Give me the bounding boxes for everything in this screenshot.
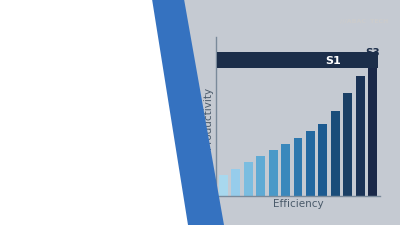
X-axis label: Efficiency: Efficiency — [273, 198, 323, 209]
FancyBboxPatch shape — [217, 53, 378, 69]
Text: No compromises
in terms of
Productivity
and Efficiency: No compromises in terms of Productivity … — [16, 72, 120, 142]
Text: S1: S1 — [326, 56, 341, 66]
Bar — [232, 169, 240, 196]
Y-axis label: Productivity: Productivity — [203, 86, 213, 148]
Bar — [331, 111, 340, 196]
Text: S3: S3 — [365, 48, 380, 58]
Bar — [318, 124, 327, 196]
Bar — [281, 145, 290, 196]
Bar — [244, 162, 253, 196]
Bar — [306, 132, 315, 196]
Bar — [368, 59, 377, 196]
Bar — [343, 94, 352, 196]
Text: ///ABAC  TECH: ///ABAC TECH — [340, 18, 388, 23]
Bar — [356, 76, 364, 196]
Text: Advancements: Advancements — [12, 27, 138, 42]
Bar — [256, 156, 265, 196]
Bar — [219, 175, 228, 196]
Bar — [269, 151, 278, 196]
Bar — [294, 139, 302, 196]
